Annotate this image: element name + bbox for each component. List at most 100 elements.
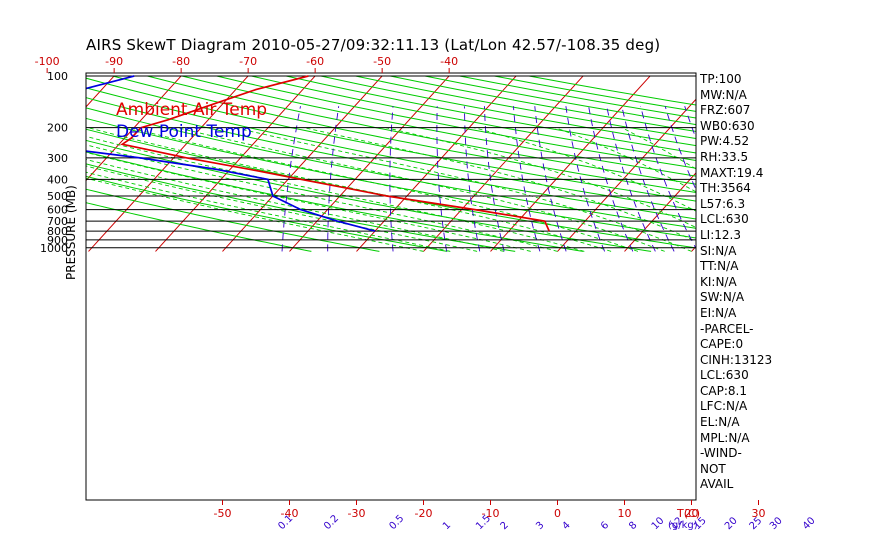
top-temp-tick-label: -90 [105, 55, 123, 68]
stat-line: MW:N/A [700, 87, 747, 102]
isotherm-line [557, 98, 696, 252]
isotherm-line [155, 75, 316, 252]
stat-line: KI:N/A [700, 274, 737, 289]
pressure-tick-label: 100 [47, 70, 68, 83]
stat-line: LI:12.3 [700, 227, 741, 242]
stat-line: FRZ:607 [700, 103, 751, 118]
dry-adiabat-line [216, 75, 696, 169]
stat-line: TT:N/A [700, 259, 739, 274]
stat-line: LCL:630 [700, 368, 749, 383]
dry-adiabat-line [147, 75, 696, 185]
stat-line: EL:N/A [700, 415, 740, 430]
moist-adiabat-line [129, 127, 639, 252]
moist-adiabat-line [86, 171, 451, 252]
moist-adiabat-line [86, 177, 424, 252]
stat-line: WB0:630 [700, 118, 755, 133]
plot-area [86, 75, 696, 252]
bottom-temp-tick-label: 10 [617, 507, 631, 520]
dry-adiabat-line [86, 97, 696, 220]
stat-line: -WIND- [700, 446, 742, 461]
chart-title: AIRS SkewT Diagram 2010-05-27/09:32:11.1… [86, 36, 661, 54]
isotherm-line [289, 75, 450, 252]
stat-line: MPL:N/A [700, 430, 750, 445]
mixing-ratio-label: 1 [441, 520, 453, 532]
mixing-ratio-label: 6 [599, 520, 611, 532]
dry-adiabat-line [86, 87, 696, 211]
isotherm-line [222, 75, 383, 252]
y-axis-label: PRESSURE (MB) [64, 185, 78, 280]
stat-line: SI:N/A [700, 243, 737, 258]
pressure-tick-label: 700 [47, 215, 68, 228]
stats-panel: TP:100 MW:N/A FRZ:607 WB0:630 PW:4.52 RH… [700, 72, 870, 493]
moist-adiabat-line [86, 151, 531, 252]
moist-adiabat-line [177, 127, 665, 252]
stat-line: CINH:13123 [700, 352, 773, 367]
stat-line: RH:33.5 [700, 149, 749, 164]
moist-adiabat-line [234, 127, 692, 252]
mixing-ratio-label: 10 [650, 515, 667, 532]
stat-line: TH:3564 [700, 181, 751, 196]
pressure-tick-label: 400 [47, 173, 68, 186]
stat-line: LCL:630 [700, 212, 749, 227]
isotherm-line [86, 75, 115, 108]
top-temp-tick-label: -80 [172, 55, 190, 68]
stat-line: AVAIL [700, 477, 734, 492]
top-temp-tick-label: -60 [306, 55, 324, 68]
isotherm-line [88, 75, 249, 252]
dry-adiabat-line [86, 107, 696, 229]
stat-line: MAXT:19.4 [700, 165, 764, 180]
stat-line: L57:6.3 [700, 196, 746, 211]
mixing-ratio-label: 4 [560, 520, 572, 532]
stat-line: EI:N/A [700, 305, 737, 320]
bottom-temp-tick-label: -30 [348, 507, 366, 520]
x-axis-label: T(C) [676, 507, 700, 520]
dry-adiabat-line [86, 77, 696, 202]
moist-adiabat-line [88, 127, 612, 252]
dry-adiabat-line [112, 75, 696, 194]
moist-adiabat-line [86, 165, 478, 252]
moist-adiabat-line [555, 127, 696, 193]
dry-adiabat-line [86, 188, 380, 252]
pressure-tick-label: 200 [47, 122, 68, 135]
bottom-temp-tick-label: 20 [684, 507, 698, 520]
mixing-ratio-label: 20 [723, 515, 740, 532]
pressure-tick-label: 1000 [40, 242, 68, 255]
moist-adiabat-line [86, 158, 505, 252]
top-temp-tick-label: -40 [440, 55, 458, 68]
pressure-tick-label: 900 [47, 234, 68, 247]
stat-line: SW:N/A [700, 290, 745, 305]
mixing-ratio-label: 40 [801, 515, 818, 532]
pressure-tick-label: 300 [47, 152, 68, 165]
dry-adiabat-line [86, 175, 448, 252]
mixing-ratio-label: 30 [768, 515, 785, 532]
moist-adiabat-line [86, 144, 558, 252]
series-ambient-air-temp [120, 75, 550, 232]
mixing-ratio-label: 8 [627, 520, 639, 532]
legend-dew-point-temp: Dew Point Temp [116, 122, 252, 142]
stat-line: NOT [700, 461, 726, 476]
plot-border [85, 72, 697, 501]
bottom-temp-tick-label: 30 [751, 507, 765, 520]
moist-adiabat-line [473, 127, 696, 212]
top-temp-tick-label: -50 [373, 55, 391, 68]
mixing-ratio-label: 2 [499, 520, 511, 532]
bottom-temp-tick-label: -50 [214, 507, 232, 520]
mixing-ratio-label: 3 [534, 520, 546, 532]
dry-adiabat-line [86, 117, 696, 239]
dry-adiabat-line [86, 202, 312, 252]
mixing-ratio-label: 0.2 [322, 513, 341, 532]
pressure-tick-label: 800 [47, 225, 68, 238]
isotherm-line [423, 75, 584, 252]
bottom-temp-tick-label: -40 [281, 507, 299, 520]
top-temp-tick-label: -70 [239, 55, 257, 68]
series-dew-point-temp [86, 75, 376, 232]
moist-adiabat-line [385, 127, 696, 228]
dry-adiabat-line [251, 75, 696, 162]
legend-ambient-air-temp: Ambient Air Temp [116, 100, 268, 120]
mixing-ratio-unit-label: (g/kg) [668, 520, 698, 531]
stat-line: -PARCEL- [700, 321, 754, 336]
moist-adiabat-line [304, 127, 696, 242]
stat-line: CAP:8.1 [700, 383, 747, 398]
isotherm-line [356, 75, 517, 252]
plot-frame [85, 72, 697, 501]
